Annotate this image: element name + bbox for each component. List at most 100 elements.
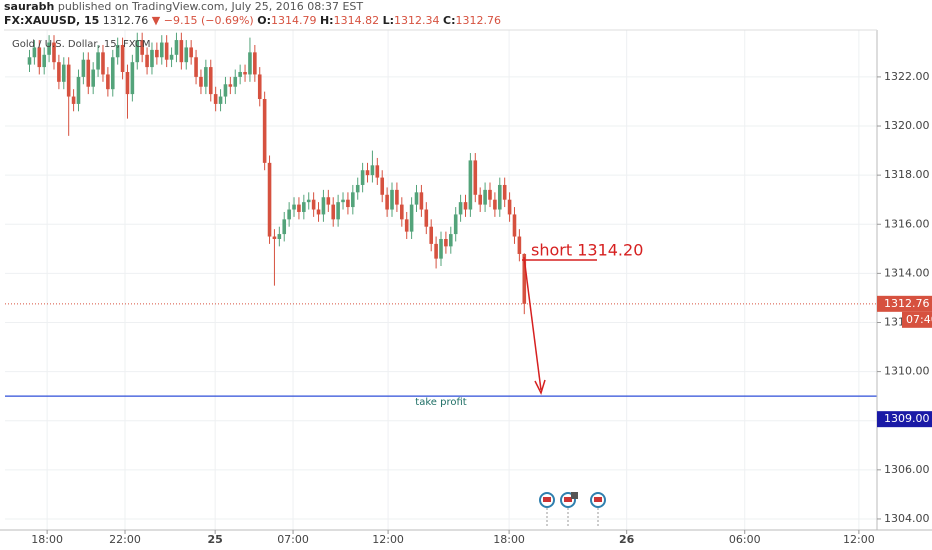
- candle-body: [336, 202, 340, 220]
- candle-body: [355, 184, 360, 193]
- candle-body: [292, 204, 296, 210]
- candle-body: [257, 74, 262, 100]
- candle-body: [272, 236, 277, 239]
- candle-body: [321, 197, 326, 215]
- candle-body: [86, 59, 91, 87]
- y-tick-label: 1304.00: [884, 512, 930, 525]
- candle-body: [66, 64, 71, 97]
- candle-body: [27, 57, 32, 65]
- candle-body: [380, 177, 385, 195]
- candle-body: [370, 165, 375, 176]
- candle-body: [228, 84, 233, 87]
- candle-body: [184, 47, 189, 63]
- candle-body: [302, 202, 306, 212]
- candle-body: [409, 204, 414, 232]
- axes: 1304.001306.001308.001310.001312.001314.…: [31, 70, 932, 546]
- candle-body: [91, 69, 95, 87]
- candle-body: [174, 40, 179, 55]
- candle-body: [306, 199, 311, 203]
- candle-body: [429, 226, 434, 244]
- candle-body: [502, 184, 507, 200]
- candle-body: [507, 199, 512, 215]
- candle-body: [365, 170, 370, 176]
- candle-body: [101, 52, 105, 75]
- down-arrow: ▼: [151, 14, 161, 27]
- candle-body: [135, 40, 140, 63]
- open-label: O:: [257, 14, 271, 27]
- candle-body: [248, 52, 252, 75]
- candle-body: [218, 96, 223, 104]
- low-value: 1312.34: [394, 14, 440, 27]
- y-tick-label: 1322.00: [884, 70, 930, 83]
- candle-body: [497, 184, 502, 210]
- candle-body: [458, 202, 463, 215]
- candle-body: [204, 67, 208, 87]
- last-price-label: 1312.76: [884, 297, 930, 310]
- candle-body: [360, 170, 365, 185]
- candle-body: [326, 197, 331, 205]
- grid: [5, 30, 877, 530]
- candle-body: [32, 47, 37, 58]
- event-icons: [539, 492, 606, 526]
- symbol: FX:XAUUSD, 15: [4, 14, 100, 27]
- quote-line: FX:XAUUSD, 15 1312.76 ▼ −9.15 (−0.69%) O…: [4, 14, 924, 28]
- candle-body: [473, 160, 478, 195]
- candle-body: [71, 96, 76, 104]
- x-tick-label: 22:00: [109, 533, 141, 546]
- candle-body: [233, 76, 238, 87]
- flag: [594, 497, 602, 502]
- legend-subtitle: Gold / U.S. Dollar, 15, FXCM: [12, 39, 150, 50]
- candle-body: [478, 194, 482, 205]
- candle-body: [346, 199, 350, 208]
- candle-body: [208, 67, 213, 95]
- candle-body: [375, 165, 380, 178]
- candle-body: [453, 214, 458, 235]
- candle-body: [385, 194, 389, 210]
- candle-body: [439, 238, 443, 259]
- candle-body: [522, 253, 527, 304]
- take-profit-box: [877, 411, 932, 428]
- candles: [27, 32, 527, 315]
- close-label: C:: [443, 14, 456, 27]
- price-axis-bg: [877, 30, 932, 550]
- candle-body: [517, 236, 522, 254]
- candle-body: [47, 42, 51, 55]
- candle-body: [341, 199, 345, 203]
- candle-body: [468, 160, 473, 210]
- candle-body: [277, 234, 282, 239]
- candle-body: [444, 238, 448, 247]
- arrow-head: [534, 379, 546, 396]
- y-tick-label: 1310.00: [884, 365, 930, 378]
- candle-body: [404, 219, 409, 232]
- candle-body: [400, 204, 404, 220]
- candle-body: [120, 44, 125, 72]
- open-value: 1314.79: [270, 14, 317, 27]
- candle-body: [106, 74, 110, 90]
- change: −9.15 (−0.69%): [163, 14, 254, 27]
- candle-body: [145, 54, 149, 68]
- annotation: short 1314.20: [531, 241, 643, 260]
- candle-body: [282, 219, 287, 235]
- close-value: 1312.76: [455, 14, 501, 27]
- candle-body: [169, 54, 174, 60]
- candle-body: [351, 192, 355, 208]
- candle-body: [512, 214, 517, 237]
- last-price-box: [877, 295, 932, 312]
- candle-body: [463, 202, 468, 210]
- candle-body: [316, 209, 321, 215]
- y-tick-label: 1316.00: [884, 217, 930, 230]
- event-count-badge: [571, 492, 578, 499]
- candle-body: [213, 94, 218, 104]
- high-label: H:: [319, 14, 334, 27]
- countdown-box: [902, 311, 932, 328]
- candle-body: [42, 54, 46, 68]
- x-tick-label: 18:00: [31, 533, 63, 546]
- last-price: 1312.76: [102, 14, 149, 27]
- low-label: L:: [382, 14, 394, 27]
- flag: [564, 497, 572, 502]
- candle-body: [390, 189, 394, 210]
- header: saurabh published on TradingView.com, Ju…: [4, 0, 924, 28]
- candle-body: [164, 42, 169, 60]
- candle-body: [223, 84, 228, 97]
